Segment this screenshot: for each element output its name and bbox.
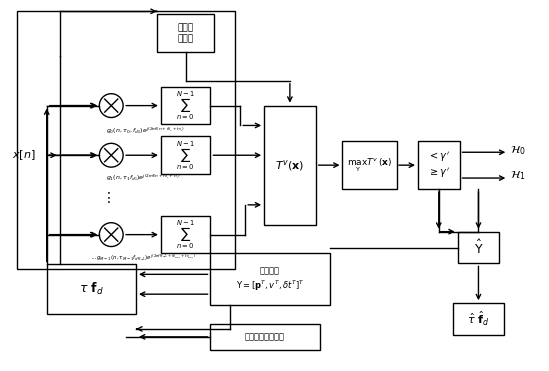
Bar	[210, 253, 329, 305]
Text: $\mathcal{H}_0$: $\mathcal{H}_0$	[510, 144, 526, 157]
Bar	[453, 303, 505, 335]
Text: $< \gamma^{\prime}$
$\geq \gamma^{\prime}$: $< \gamma^{\prime}$ $\geq \gamma^{\prime…	[428, 150, 450, 180]
Text: $\vdots$: $\vdots$	[102, 190, 111, 206]
Circle shape	[99, 143, 123, 167]
Bar	[161, 87, 210, 124]
Bar	[458, 232, 499, 263]
Text: $x[n]$: $x[n]$	[12, 148, 36, 162]
Text: $\sum_{n=0}^{N-1}$: $\sum_{n=0}^{N-1}$	[176, 139, 195, 172]
Text: $\sum_{n=0}^{N-1}$: $\sum_{n=0}^{N-1}$	[176, 89, 195, 122]
Text: $\mathcal{H}_1$: $\mathcal{H}_1$	[510, 170, 526, 183]
Text: 星历、钟差等信息: 星历、钟差等信息	[245, 332, 285, 341]
Text: $\max_{\Upsilon} T^{v}(\mathbf{x})$: $\max_{\Upsilon} T^{v}(\mathbf{x})$	[346, 156, 392, 174]
Text: $\tau\ \mathbf{f}_d$: $\tau\ \mathbf{f}_d$	[79, 281, 104, 297]
Bar	[210, 324, 320, 350]
Bar	[342, 141, 396, 189]
Text: 待搜索域
$\Upsilon=[\mathbf{p}^T, v^T, \delta t^T]^T$: 待搜索域 $\Upsilon=[\mathbf{p}^T, v^T, \delt…	[236, 266, 304, 293]
Bar	[264, 106, 316, 225]
Circle shape	[99, 223, 123, 247]
Text: ...$g_{M-1}(n,\tau_{M-1}f_{d_{M-1}})e^{j(2\pi f_{M-1}+f_{d_{M-1}}+t_{n_{M-1}})}$: ...$g_{M-1}(n,\tau_{M-1}f_{d_{M-1}})e^{j…	[91, 253, 197, 263]
Text: $g_1(n,\tau_1 f_{d_1})e^{j(2\pi f_0 n+f_{d_1}+t_{f_1})}$: $g_1(n,\tau_1 f_{d_1})e^{j(2\pi f_0 n+f_…	[107, 172, 181, 183]
Bar	[157, 14, 215, 52]
Text: $\hat{\tau}\ \hat{\mathbf{f}}_d$: $\hat{\tau}\ \hat{\mathbf{f}}_d$	[467, 310, 490, 328]
Bar	[47, 265, 136, 314]
Bar	[161, 216, 210, 253]
Text: $g_0(n,\tau_0,f_{d_0})e^{j(2\pi f_0 n+f_{d_0}+t_{n_0})}$: $g_0(n,\tau_0,f_{d_0})e^{j(2\pi f_0 n+f_…	[107, 125, 186, 136]
Bar	[17, 11, 236, 269]
Text: 噪声方
差估计: 噪声方 差估计	[178, 23, 194, 43]
Bar	[418, 141, 460, 189]
Text: $\hat{\Upsilon}$: $\hat{\Upsilon}$	[474, 239, 483, 257]
Bar	[161, 137, 210, 174]
Text: $T^{v}(\mathbf{x})$: $T^{v}(\mathbf{x})$	[275, 158, 305, 173]
Circle shape	[99, 94, 123, 118]
Text: $\sum_{n=0}^{N-1}$: $\sum_{n=0}^{N-1}$	[176, 218, 195, 251]
